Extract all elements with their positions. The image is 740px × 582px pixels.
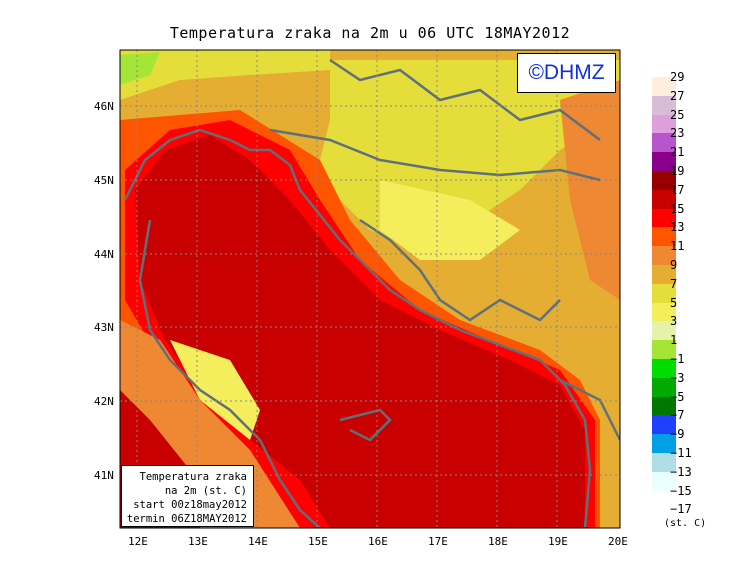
legend-swatch xyxy=(652,321,676,341)
info-line: termin 06Z18MAY2012 xyxy=(126,513,247,525)
legend-swatch xyxy=(652,359,676,378)
legend-label: 9 xyxy=(670,258,678,272)
graticule xyxy=(120,50,620,528)
info-line: Temperatura zraka xyxy=(139,471,247,483)
legend-swatch xyxy=(652,133,676,153)
alps-region xyxy=(120,50,330,100)
lon-label: 20E xyxy=(608,535,628,548)
legend-swatch xyxy=(652,77,676,96)
legend-swatch xyxy=(652,396,676,416)
lon-label: 18E xyxy=(488,535,508,548)
alps-cold-spot xyxy=(120,52,160,85)
italy-cold-region xyxy=(170,340,260,440)
legend-units: (st. C) xyxy=(664,518,707,529)
lat-label: 46N xyxy=(94,100,114,113)
legend-swatch xyxy=(652,415,676,435)
inland-cold-region xyxy=(380,180,520,260)
lat-axis: 46N 45N 44N 43N 42N 41N xyxy=(94,100,114,482)
legend-label: −11 xyxy=(670,446,692,460)
info-line: start 00z18may2012 xyxy=(133,499,247,511)
legend-swatch xyxy=(652,171,676,190)
legend-label: 5 xyxy=(670,295,678,310)
legend-swatch xyxy=(652,95,676,115)
legend-label: 17 xyxy=(670,182,685,197)
legend-label: −9 xyxy=(670,427,685,442)
legend-label: −17 xyxy=(670,502,692,517)
legend-swatch xyxy=(652,377,676,397)
lon-label: 17E xyxy=(428,535,448,548)
lon-label: 16E xyxy=(368,535,388,548)
lat-label: 42N xyxy=(94,395,114,408)
lon-label: 15E xyxy=(308,535,328,548)
legend-label: 27 xyxy=(670,88,685,103)
legend-swatch xyxy=(652,453,676,472)
legend-swatch xyxy=(652,208,676,228)
lon-label: 13E xyxy=(188,535,208,548)
legend-label: 13 xyxy=(670,220,685,235)
legend-label: −7 xyxy=(670,408,685,423)
legend-label: 11 xyxy=(670,239,685,254)
legend-label: −5 xyxy=(670,389,685,404)
legend-label: −1 xyxy=(670,352,685,366)
legend-label: 15 xyxy=(670,201,685,216)
dhmz-logo: ©DHMZ xyxy=(517,53,616,93)
info-box: Temperatura zraka na 2m (st. C) start 00… xyxy=(121,465,254,527)
legend-label: 19 xyxy=(670,164,685,178)
lat-label: 43N xyxy=(94,321,114,334)
legend-label: 29 xyxy=(670,70,685,84)
legend-swatch xyxy=(652,434,676,453)
legend-swatch xyxy=(652,283,676,303)
lat-label: 44N xyxy=(94,248,114,261)
lat-label: 45N xyxy=(94,174,114,187)
lon-axis: 12E 13E 14E 15E 16E 17E 18E 19E 20E xyxy=(128,535,628,548)
legend-label: 25 xyxy=(670,107,685,122)
lon-label: 12E xyxy=(128,535,148,548)
legend-label: 21 xyxy=(670,145,685,160)
legend-swatch xyxy=(652,227,676,247)
legend-swatch xyxy=(652,246,676,265)
map-title: Temperatura zraka na 2m u 06 UTC 18MAY20… xyxy=(169,24,571,42)
legend-swatch xyxy=(652,152,676,171)
legend-label: 7 xyxy=(670,276,678,291)
legend-swatch xyxy=(652,114,676,134)
legend-label: −3 xyxy=(670,370,685,385)
legend-label: 1 xyxy=(670,333,678,348)
legend-swatch xyxy=(652,265,676,284)
legend-label: 3 xyxy=(670,314,678,329)
legend-swatch xyxy=(652,302,676,322)
legend-swatch xyxy=(652,340,676,359)
info-line: na 2m (st. C) xyxy=(164,485,247,497)
east-warm-region xyxy=(560,80,620,300)
lon-label: 14E xyxy=(248,535,268,548)
legend-label: 23 xyxy=(670,126,685,141)
legend-swatch xyxy=(652,471,676,491)
legend-swatch xyxy=(652,189,676,209)
lon-label: 19E xyxy=(548,535,568,548)
legend-label: −13 xyxy=(670,464,692,479)
legend-label: −15 xyxy=(670,483,692,498)
map-frame xyxy=(119,49,621,529)
lat-label: 41N xyxy=(94,469,114,482)
